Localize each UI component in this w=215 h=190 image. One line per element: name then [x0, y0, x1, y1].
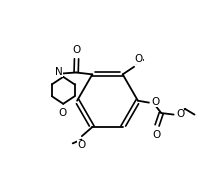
Text: N: N	[55, 67, 63, 77]
Text: O: O	[77, 140, 86, 150]
Text: O: O	[176, 109, 184, 119]
Text: O: O	[72, 45, 81, 55]
Text: O: O	[135, 54, 143, 64]
Text: O: O	[151, 97, 160, 107]
Text: O: O	[152, 130, 160, 140]
Text: O: O	[58, 108, 66, 118]
